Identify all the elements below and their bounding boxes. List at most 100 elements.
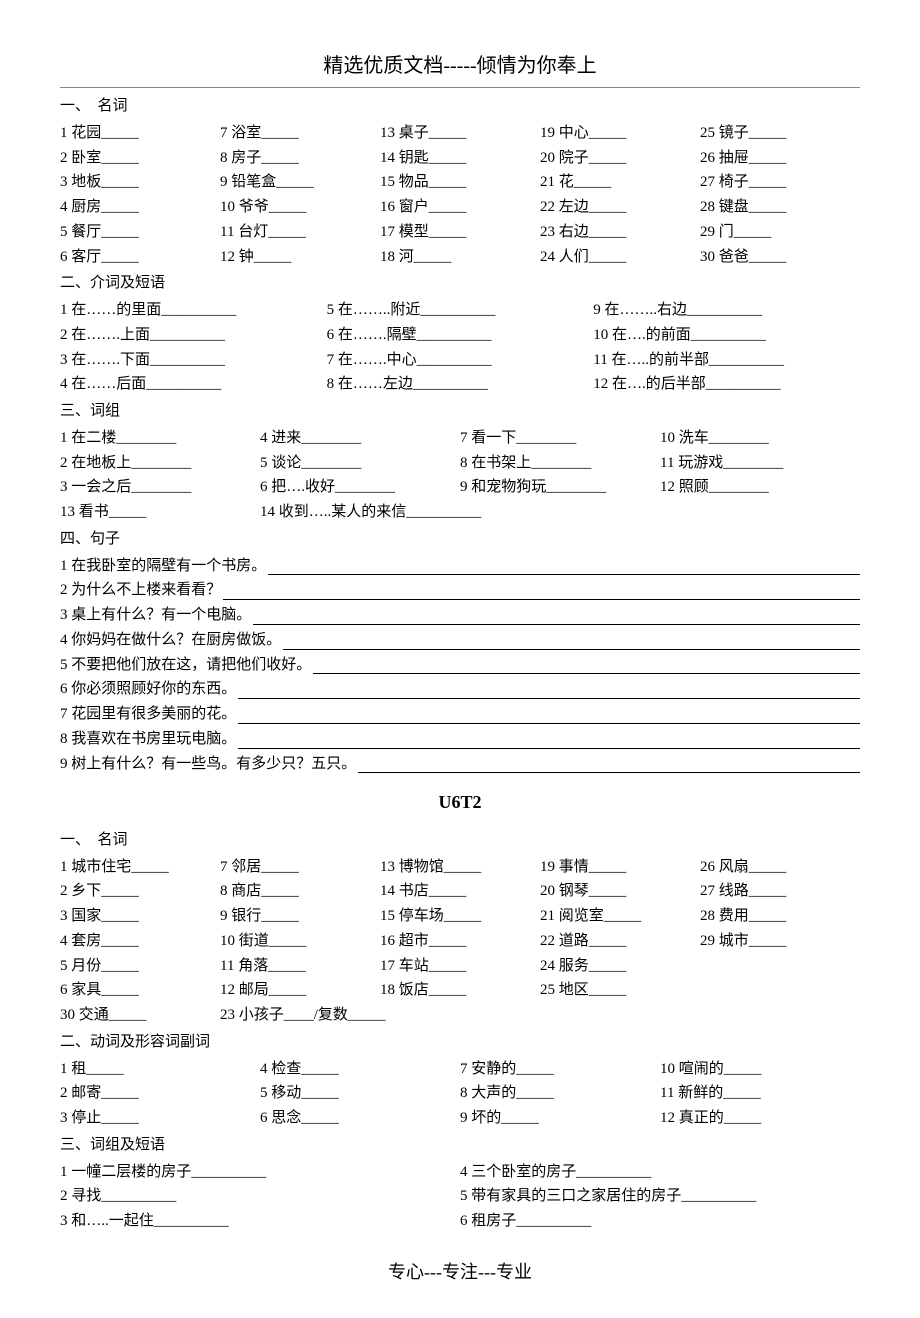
blank[interactable]: [589, 933, 627, 949]
blank[interactable]: [101, 1188, 176, 1204]
blank[interactable]: [687, 302, 762, 318]
blank[interactable]: [429, 174, 467, 190]
blank[interactable]: [269, 199, 307, 215]
blank[interactable]: [709, 479, 769, 495]
blank[interactable]: [589, 982, 627, 998]
blank[interactable]: [516, 1213, 591, 1229]
blank[interactable]: [269, 982, 307, 998]
blank[interactable]: [589, 249, 627, 265]
blank[interactable]: [576, 1164, 651, 1180]
blank[interactable]: [724, 1110, 762, 1126]
blank[interactable]: [268, 224, 306, 240]
blank[interactable]: [131, 479, 191, 495]
blank[interactable]: [589, 883, 627, 899]
blank[interactable]: [150, 327, 225, 343]
blank[interactable]: [301, 430, 361, 446]
blank-line[interactable]: [253, 600, 860, 625]
blank[interactable]: [429, 125, 467, 141]
blank[interactable]: [413, 376, 488, 392]
blank[interactable]: [723, 455, 783, 471]
blank-line[interactable]: [238, 699, 860, 724]
blank[interactable]: [724, 1061, 762, 1077]
blank[interactable]: [268, 958, 306, 974]
blank[interactable]: [589, 199, 627, 215]
blank[interactable]: [261, 859, 299, 875]
blank[interactable]: [429, 933, 467, 949]
blank[interactable]: [86, 1061, 124, 1077]
blank[interactable]: [101, 224, 139, 240]
blank[interactable]: [706, 376, 781, 392]
blank[interactable]: [604, 908, 642, 924]
blank[interactable]: [348, 1007, 386, 1023]
blank[interactable]: [749, 933, 787, 949]
blank[interactable]: [444, 908, 482, 924]
blank[interactable]: [589, 859, 627, 875]
blank[interactable]: [109, 504, 147, 520]
blank[interactable]: [723, 1085, 761, 1101]
blank[interactable]: [131, 859, 169, 875]
blank[interactable]: [749, 199, 787, 215]
blank[interactable]: [109, 1007, 147, 1023]
blank[interactable]: [749, 859, 787, 875]
blank[interactable]: [101, 150, 139, 166]
blank[interactable]: [261, 150, 299, 166]
blank[interactable]: [116, 430, 176, 446]
blank[interactable]: [261, 908, 299, 924]
blank[interactable]: [691, 327, 766, 343]
blank[interactable]: [101, 933, 139, 949]
blank[interactable]: [589, 224, 627, 240]
blank-line[interactable]: [223, 575, 860, 600]
blank[interactable]: [261, 125, 299, 141]
blank[interactable]: [420, 302, 495, 318]
blank[interactable]: [254, 249, 292, 265]
blank[interactable]: [191, 1164, 266, 1180]
blank[interactable]: [531, 455, 591, 471]
blank-line[interactable]: [283, 625, 860, 650]
blank[interactable]: [301, 1110, 339, 1126]
blank[interactable]: [276, 174, 314, 190]
blank[interactable]: [101, 249, 139, 265]
blank[interactable]: [749, 125, 787, 141]
blank[interactable]: [261, 883, 299, 899]
blank[interactable]: [709, 430, 769, 446]
blank[interactable]: [516, 1061, 554, 1077]
blank[interactable]: [101, 958, 139, 974]
blank[interactable]: [101, 908, 139, 924]
blank[interactable]: [301, 1061, 339, 1077]
blank[interactable]: [161, 302, 236, 318]
blank-line[interactable]: [238, 724, 860, 749]
blank-line[interactable]: [358, 749, 860, 774]
blank[interactable]: [131, 455, 191, 471]
blank[interactable]: [301, 455, 361, 471]
blank[interactable]: [414, 249, 452, 265]
blank[interactable]: [546, 479, 606, 495]
blank[interactable]: [429, 982, 467, 998]
blank[interactable]: [101, 174, 139, 190]
blank[interactable]: [749, 883, 787, 899]
blank[interactable]: [444, 859, 482, 875]
blank[interactable]: [101, 1110, 139, 1126]
blank[interactable]: [150, 352, 225, 368]
blank[interactable]: [301, 1085, 339, 1101]
blank[interactable]: [429, 199, 467, 215]
blank[interactable]: [734, 224, 772, 240]
blank[interactable]: [749, 908, 787, 924]
blank[interactable]: [749, 150, 787, 166]
blank[interactable]: [429, 224, 467, 240]
blank[interactable]: [681, 1188, 756, 1204]
blank[interactable]: [417, 352, 492, 368]
blank[interactable]: [406, 504, 481, 520]
blank[interactable]: [516, 1085, 554, 1101]
blank[interactable]: [749, 249, 787, 265]
blank-line[interactable]: [238, 674, 860, 699]
blank[interactable]: [417, 327, 492, 343]
blank[interactable]: [101, 1085, 139, 1101]
blank[interactable]: [101, 883, 139, 899]
blank[interactable]: [335, 479, 395, 495]
blank[interactable]: [589, 125, 627, 141]
blank[interactable]: [589, 958, 627, 974]
blank[interactable]: [574, 174, 612, 190]
blank[interactable]: [589, 150, 627, 166]
blank[interactable]: [101, 199, 139, 215]
blank[interactable]: [749, 174, 787, 190]
